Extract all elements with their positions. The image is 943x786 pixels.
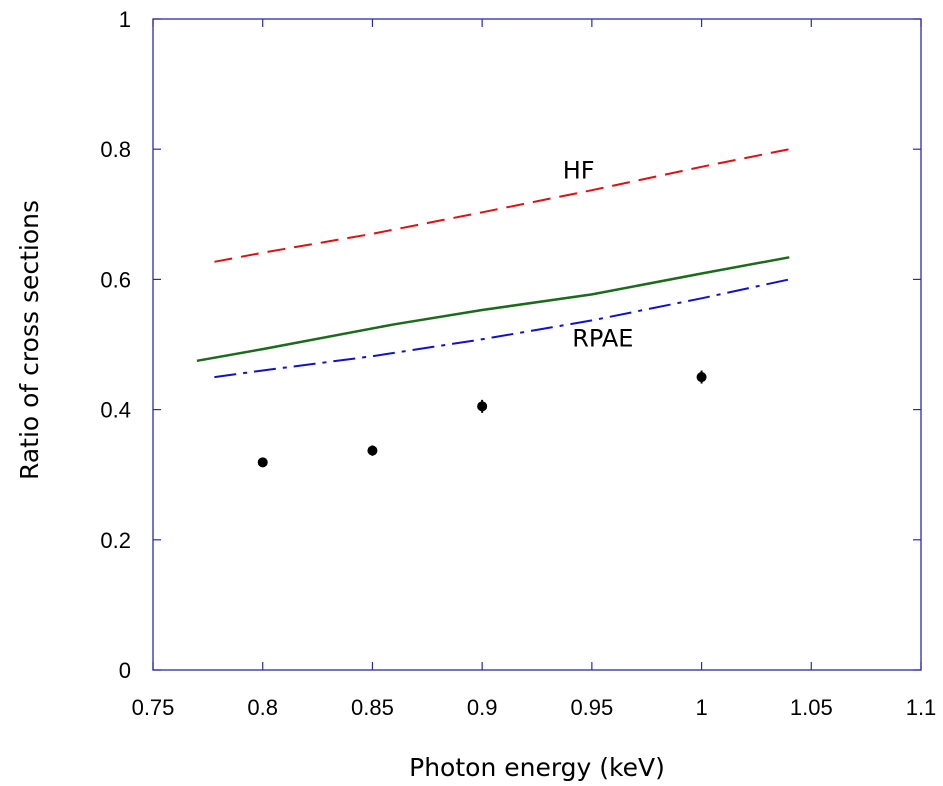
- annotation-rpae: RPAE: [572, 324, 633, 352]
- series-line-rpae: [214, 278, 790, 379]
- data-point: [477, 401, 488, 412]
- x-tick-label: 0.8: [247, 695, 278, 720]
- series-line-hf: [214, 148, 790, 263]
- y-ticks: 0 0.2 0.4 0.6 0.8 1: [100, 7, 921, 683]
- x-ticks: 0.75 0.8 0.85 0.9 0.95 1 1.05 1.1: [132, 19, 937, 720]
- series-line-solid: [196, 256, 790, 363]
- data-point: [257, 457, 268, 468]
- x-tick-label: 0.95: [570, 695, 613, 720]
- annotation-hf: HF: [563, 156, 595, 184]
- x-tick-label: 0.9: [467, 695, 498, 720]
- annotations: HF RPAE: [563, 156, 634, 352]
- plot-frame: [152, 18, 922, 671]
- series-layer: [196, 148, 790, 379]
- y-tick-label: 0.6: [100, 267, 131, 292]
- y-tick-label: 0.4: [100, 398, 131, 423]
- x-tick-label: 1.1: [906, 695, 937, 720]
- data-point: [367, 445, 378, 456]
- y-tick-label: 0: [119, 658, 131, 683]
- y-tick-label: 0.8: [100, 137, 131, 162]
- x-tick-label: 0.75: [132, 695, 175, 720]
- x-tick-label: 1.05: [790, 695, 833, 720]
- data-point: [696, 372, 707, 383]
- x-axis-title: Photon energy (keV): [409, 753, 665, 782]
- x-tick-label: 0.85: [351, 695, 394, 720]
- x-tick-label: 1: [695, 695, 707, 720]
- y-tick-label: 1: [119, 7, 131, 32]
- data-points: [257, 370, 707, 468]
- y-tick-label: 0.2: [100, 528, 131, 553]
- y-axis-title: Ratio of cross sections: [15, 200, 44, 480]
